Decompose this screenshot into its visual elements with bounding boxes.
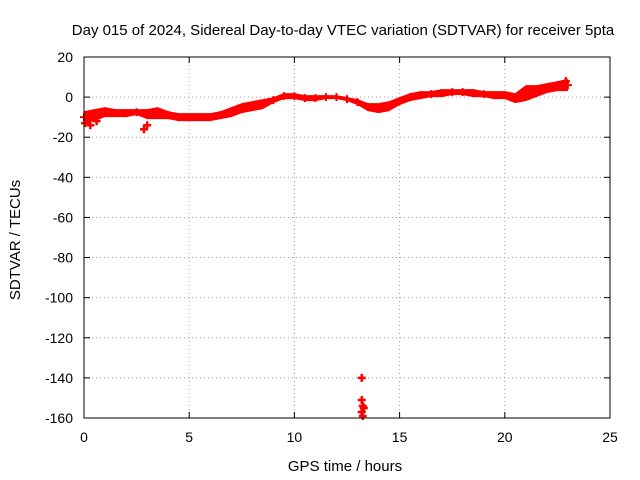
y-tick-label: -60: [53, 209, 73, 225]
y-tick-label: -80: [53, 250, 73, 266]
x-axis-title: GPS time / hours: [288, 458, 402, 475]
data-point: [469, 89, 478, 98]
data-point: [248, 102, 257, 111]
data-point: [358, 411, 367, 420]
data-point: [139, 125, 148, 134]
data-point: [132, 108, 141, 117]
data-point: [511, 94, 520, 103]
data-point: [416, 91, 425, 100]
data-point: [406, 93, 415, 102]
data-point: [279, 92, 288, 101]
data-point: [359, 403, 368, 412]
data-point: [553, 82, 562, 91]
data-point: [311, 94, 320, 103]
data-point: [153, 109, 162, 118]
y-tick-label: -20: [53, 129, 73, 145]
data-point: [290, 92, 299, 101]
data-point: [143, 121, 152, 130]
data-point: [343, 95, 351, 104]
data-point: [185, 113, 194, 122]
data-point: [227, 108, 236, 117]
data-point: [374, 104, 383, 113]
data-point: [143, 110, 152, 119]
y-tick-label: 0: [65, 89, 73, 105]
data-point: [448, 88, 457, 97]
x-tick-label: 15: [392, 429, 408, 445]
y-tick-label: -140: [45, 370, 73, 386]
y-tick-label: -160: [45, 410, 73, 426]
data-point: [237, 104, 246, 113]
data-point: [90, 111, 99, 120]
data-point: [111, 109, 120, 118]
data-point: [81, 119, 90, 128]
data-point: [561, 77, 570, 86]
data-point: [92, 117, 101, 126]
data-point: [300, 94, 309, 103]
y-tick-label: 20: [57, 49, 73, 65]
data-point: [164, 111, 173, 120]
data-point: [521, 89, 530, 98]
data-point: [353, 98, 362, 107]
data-point: [563, 81, 572, 90]
x-tick-label: 25: [602, 429, 618, 445]
data-point: [122, 109, 131, 118]
plot-frame: [83, 56, 611, 419]
data-point: [364, 103, 373, 112]
data-point: [500, 91, 509, 100]
data-point: [357, 373, 366, 382]
y-axis-title: SDTVAR / TECUs: [7, 180, 24, 300]
data-point: [321, 93, 330, 102]
data-point: [101, 108, 110, 117]
data-point: [479, 90, 488, 99]
data-point: [258, 100, 267, 109]
y-tick-label: -40: [53, 169, 73, 185]
x-tick-label: 5: [185, 429, 193, 445]
x-tick-label: 0: [80, 429, 88, 445]
data-point: [332, 93, 341, 102]
data-point: [269, 96, 278, 105]
ticks-layer: 0 5 10 15 20 25 20 0 -20 -40 -60 -80 -100 -120 -140 -16…: [45, 49, 618, 445]
data-point: [437, 89, 446, 98]
y-tick-label: -100: [45, 290, 73, 306]
x-tick-label: 20: [497, 429, 513, 445]
x-tick-label: 10: [287, 429, 303, 445]
data-point: [174, 113, 183, 122]
data-point: [532, 87, 541, 96]
data-layer: [80, 77, 572, 420]
data-point: [206, 113, 215, 122]
data-band: [84, 79, 568, 124]
data-point: [385, 102, 394, 111]
data-point: [427, 90, 436, 99]
data-point: [458, 88, 467, 97]
y-tick-label: -120: [45, 330, 73, 346]
chart-title: Day 015 of 2024, Sidereal Day-to-day VTE…: [72, 22, 615, 39]
grid-layer: [84, 57, 610, 418]
data-point: [195, 113, 204, 122]
data-point: [395, 97, 404, 106]
data-point: [216, 111, 225, 120]
data-point: [542, 84, 551, 93]
data-point: [86, 121, 95, 130]
data-point: [490, 91, 499, 100]
